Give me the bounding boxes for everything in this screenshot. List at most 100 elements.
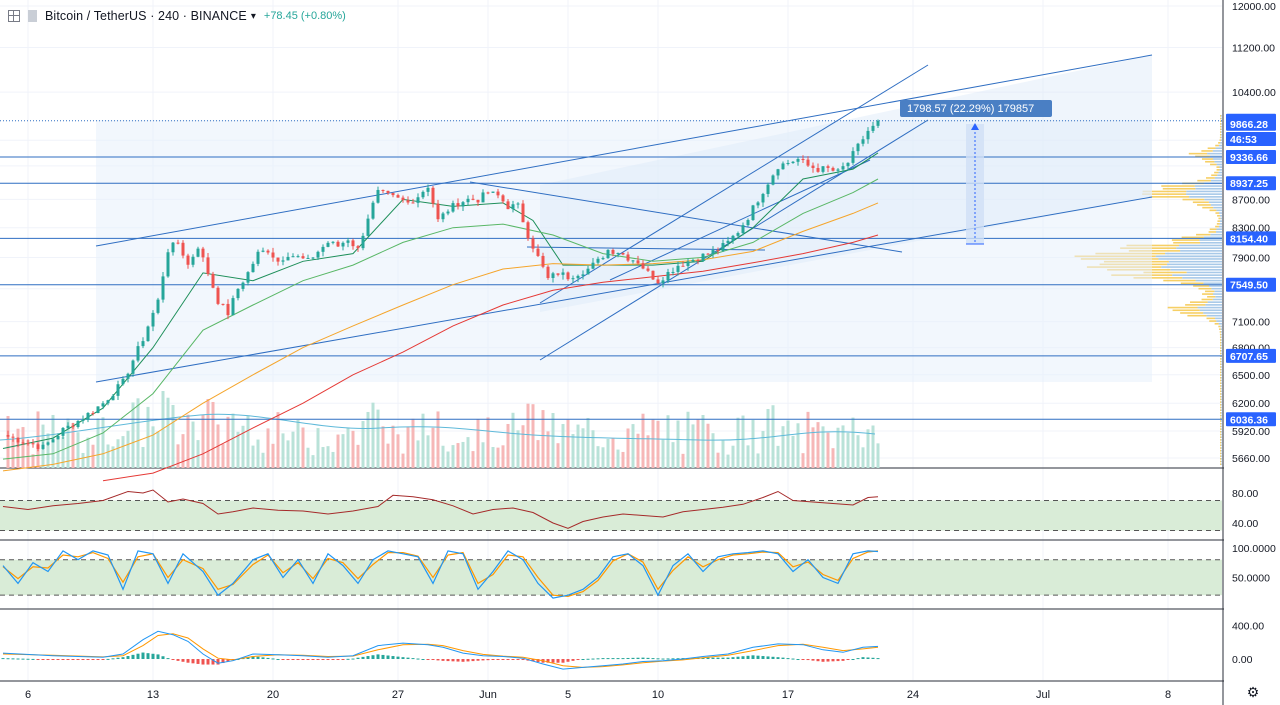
profile-down bbox=[1192, 201, 1209, 204]
volume-bar bbox=[166, 397, 170, 468]
symbol-title[interactable]: Bitcoin / TetherUS · 240 · BINANCE bbox=[45, 9, 247, 23]
profile-down bbox=[1219, 128, 1222, 131]
profile-up bbox=[1221, 393, 1222, 395]
volume-bars bbox=[0, 390, 880, 468]
volume-bar bbox=[481, 442, 485, 468]
gear-icon[interactable]: ⚙ bbox=[1246, 684, 1260, 700]
profile-up bbox=[1221, 425, 1222, 428]
volume-bar bbox=[206, 399, 210, 468]
profile-down bbox=[1220, 379, 1222, 382]
measure-arrow bbox=[971, 123, 979, 130]
candle-body bbox=[541, 255, 545, 267]
candle-body bbox=[111, 395, 115, 401]
volume-bar bbox=[761, 430, 765, 468]
volume-bar bbox=[671, 442, 675, 468]
profile-up bbox=[1221, 463, 1222, 466]
volume-bar bbox=[571, 434, 575, 468]
profile-down bbox=[1220, 420, 1222, 422]
profile-up bbox=[1218, 322, 1222, 325]
macd-histogram-bar bbox=[706, 657, 710, 660]
candle-body bbox=[336, 241, 340, 247]
candle-body bbox=[36, 444, 40, 449]
macd-histogram-bar bbox=[581, 659, 585, 661]
candle-body bbox=[96, 406, 100, 413]
indicator-bands bbox=[0, 500, 1222, 596]
volume-bar bbox=[616, 449, 620, 468]
profile-down bbox=[1220, 433, 1222, 436]
profile-down bbox=[1219, 328, 1221, 330]
profile-down bbox=[1220, 417, 1222, 420]
volume-bar bbox=[746, 445, 750, 468]
profile-up bbox=[1221, 385, 1222, 387]
profile-down bbox=[1220, 382, 1222, 384]
candle-body bbox=[586, 268, 590, 275]
candle-body bbox=[786, 162, 790, 164]
candle-body bbox=[626, 254, 630, 261]
macd-histogram-bar bbox=[521, 659, 525, 661]
profile-down bbox=[1215, 225, 1219, 228]
profile-up bbox=[1179, 244, 1222, 247]
candle-body bbox=[286, 256, 290, 261]
chevron-down-icon[interactable]: ▾ bbox=[250, 10, 256, 22]
profile-down bbox=[1220, 412, 1222, 414]
macd-histogram-bar bbox=[476, 659, 480, 661]
volume-bar bbox=[736, 417, 740, 468]
candle-body bbox=[526, 222, 530, 239]
macd-histogram-bar bbox=[636, 657, 640, 660]
profile-down bbox=[1217, 220, 1220, 222]
profile-up bbox=[1221, 452, 1222, 455]
macd-histogram-bar bbox=[551, 659, 555, 663]
profile-down bbox=[1220, 463, 1222, 466]
profile-up bbox=[1165, 252, 1222, 255]
profile-up bbox=[1203, 236, 1222, 239]
profile-down bbox=[1220, 401, 1222, 403]
layout-toggle-icon[interactable] bbox=[8, 10, 20, 22]
candle-body bbox=[536, 248, 540, 256]
candle-body bbox=[806, 159, 810, 166]
candle-body bbox=[261, 250, 265, 252]
macd-histogram-bar bbox=[126, 656, 130, 660]
candle-body bbox=[601, 258, 605, 260]
candle-body bbox=[311, 257, 315, 259]
volume-bar bbox=[586, 417, 590, 468]
candle-body bbox=[611, 249, 615, 254]
moving-average-line bbox=[2, 202, 879, 472]
macd-histogram-bar bbox=[306, 659, 310, 661]
candle-body bbox=[266, 250, 270, 253]
candle-body bbox=[866, 130, 870, 140]
candle-body bbox=[401, 197, 405, 201]
profile-down bbox=[1207, 295, 1216, 298]
profile-up bbox=[1219, 223, 1222, 225]
profile-up bbox=[1206, 314, 1222, 317]
macd-histogram-bar bbox=[836, 659, 840, 662]
indicator-tick-label: 400.00 bbox=[1232, 620, 1264, 632]
candle-body bbox=[571, 278, 575, 280]
macd-histogram-bar bbox=[771, 656, 775, 660]
profile-down bbox=[1218, 217, 1221, 220]
profile-up bbox=[1218, 144, 1222, 147]
macd-histogram-bar bbox=[206, 659, 210, 665]
profile-down bbox=[1182, 198, 1205, 201]
profile-up bbox=[1221, 455, 1222, 457]
price-badge bbox=[1226, 277, 1276, 292]
macd-histogram-bar bbox=[821, 659, 825, 662]
profile-down bbox=[1220, 352, 1222, 355]
macd-histogram-bar bbox=[326, 659, 330, 661]
macd-histogram-bar bbox=[356, 657, 360, 660]
volume-bar bbox=[731, 445, 735, 468]
profile-up bbox=[1199, 239, 1222, 241]
profile-down bbox=[1220, 393, 1222, 395]
price-badge-label: 6036.36 bbox=[1230, 414, 1268, 426]
volume-bar bbox=[721, 440, 725, 468]
macd-histogram-bar bbox=[116, 657, 120, 660]
macd-histogram-bar bbox=[101, 659, 105, 661]
macd-histogram-bar bbox=[311, 659, 315, 661]
candle-body bbox=[706, 253, 710, 255]
profile-down bbox=[1163, 279, 1196, 282]
volume-bar bbox=[631, 424, 635, 468]
macd-histogram-bar bbox=[576, 659, 580, 661]
volume-bar bbox=[286, 440, 290, 468]
profile-up bbox=[1220, 325, 1222, 328]
candle-body bbox=[636, 260, 640, 264]
